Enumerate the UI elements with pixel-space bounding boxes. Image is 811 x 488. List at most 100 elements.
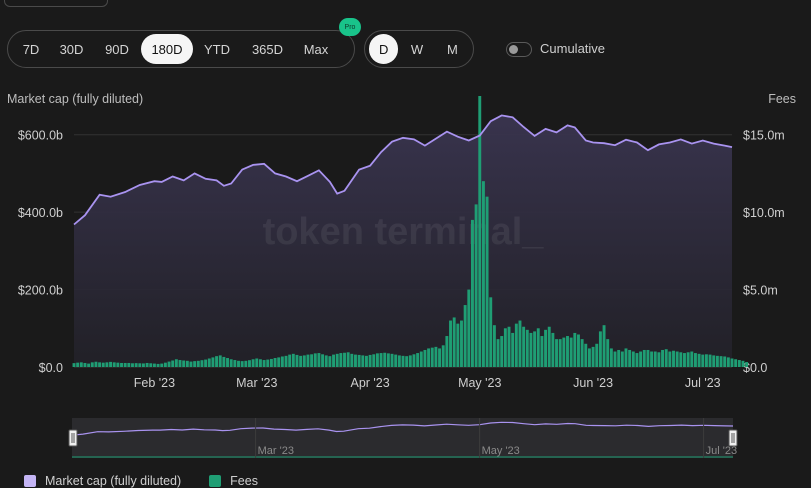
fee-bar (361, 355, 365, 367)
fee-bar (525, 329, 529, 367)
fee-bar (609, 348, 613, 367)
fee-bar (350, 353, 354, 367)
y-right-tick-label: $5.0m (743, 284, 778, 298)
navigator-tick-label: May '23 (482, 445, 520, 457)
fee-bar (737, 360, 741, 367)
fee-bar (646, 349, 650, 367)
fee-bar (617, 349, 621, 367)
fee-bar (269, 358, 273, 367)
fee-bar (693, 353, 697, 367)
fee-bar (547, 326, 551, 367)
navigator-tick-label: Mar '23 (258, 445, 294, 457)
navigator-window (72, 418, 733, 458)
time-range-selector: 7D 30D 90D 180D YTD 365D Max (7, 30, 355, 68)
fee-bar (207, 358, 211, 367)
fee-bar (419, 351, 423, 367)
fee-bar (686, 352, 690, 367)
fee-bar (310, 354, 314, 367)
fee-bar (182, 360, 186, 367)
navigator-tick-label: Jul '23 (706, 445, 737, 457)
fee-bar (741, 360, 745, 367)
fee-bar (606, 339, 610, 367)
fee-bar (171, 360, 175, 367)
fee-bar (463, 305, 467, 367)
fee-bar (584, 343, 588, 367)
fee-bar (522, 326, 526, 367)
fee-bar (664, 349, 668, 367)
fee-bar (193, 361, 197, 367)
y-left-tick-label: $400.0b (18, 206, 63, 220)
cumulative-toggle[interactable] (506, 42, 532, 57)
fee-bar (481, 181, 485, 367)
fee-bar (357, 354, 361, 367)
fee-bar (354, 354, 357, 367)
fee-bar (558, 339, 562, 367)
legend-label-market-cap[interactable]: Market cap (fully diluted) (45, 474, 182, 488)
left-axis-title: Market cap (fully diluted) (7, 92, 144, 106)
fee-bar (324, 355, 328, 367)
legend-label-fees[interactable]: Fees (230, 474, 258, 488)
fee-bar (712, 355, 716, 367)
fee-bar (500, 336, 504, 367)
fee-bar (321, 354, 325, 367)
fee-bar (620, 351, 624, 367)
fee-bar (408, 355, 412, 367)
fee-bar (745, 362, 749, 367)
fee-bar (423, 349, 427, 367)
fee-bar (573, 332, 577, 367)
fee-bar (160, 363, 164, 367)
fee-bar (372, 354, 376, 367)
fee-bar (211, 357, 215, 367)
fee-bar (101, 362, 105, 367)
fee-bar (471, 219, 474, 367)
range-180d-button[interactable]: 180D (141, 34, 193, 64)
fee-bar (704, 354, 708, 367)
fee-bar (427, 348, 431, 367)
navigator-left-handle[interactable] (68, 429, 78, 447)
granularity-m-button[interactable]: M (446, 41, 458, 57)
fee-bar (602, 325, 606, 367)
fee-bar (185, 360, 189, 367)
fee-bar (730, 358, 734, 367)
fee-bar (123, 362, 127, 367)
fee-bar (226, 358, 229, 367)
fee-bar (174, 359, 178, 367)
fee-bar (591, 346, 595, 367)
range-7d-button[interactable]: 7D (22, 41, 40, 57)
fee-bar (284, 355, 288, 367)
y-left-tick-label: $200.0b (18, 284, 63, 298)
fee-bar (364, 355, 368, 367)
range-30d-button[interactable]: 30D (59, 41, 84, 57)
granularity-d-button[interactable]: D (369, 34, 399, 64)
fee-bar (441, 345, 445, 367)
chart-legend: Market cap (fully diluted) Fees (24, 474, 258, 488)
fee-bar (715, 355, 719, 367)
fee-bar (112, 362, 116, 367)
fee-bar (489, 297, 493, 367)
fee-bar (478, 96, 482, 367)
fee-bar (430, 347, 434, 367)
fee-bar (562, 337, 566, 367)
fee-bar (346, 352, 350, 367)
range-ytd-button[interactable]: YTD (204, 41, 230, 57)
x-tick-label: Jun '23 (573, 376, 613, 390)
fee-bar (416, 353, 420, 367)
pro-badge: Pro (339, 18, 361, 36)
fee-bar (131, 363, 134, 367)
range-max-button[interactable]: Max (303, 41, 329, 57)
fee-bar (302, 355, 306, 367)
fee-bar (587, 348, 591, 367)
fee-bar (683, 353, 686, 367)
range-90d-button[interactable]: 90D (105, 41, 129, 57)
range-365d-button[interactable]: 365D (251, 41, 284, 57)
fee-bar (551, 332, 555, 367)
fee-bar (679, 352, 683, 367)
navigator-right-handle[interactable] (728, 429, 738, 447)
fee-bar (343, 352, 346, 367)
market-cap-area (74, 115, 732, 368)
x-tick-label: Jul '23 (685, 376, 721, 390)
granularity-w-button[interactable]: W (410, 41, 424, 57)
fee-bar (503, 328, 507, 367)
